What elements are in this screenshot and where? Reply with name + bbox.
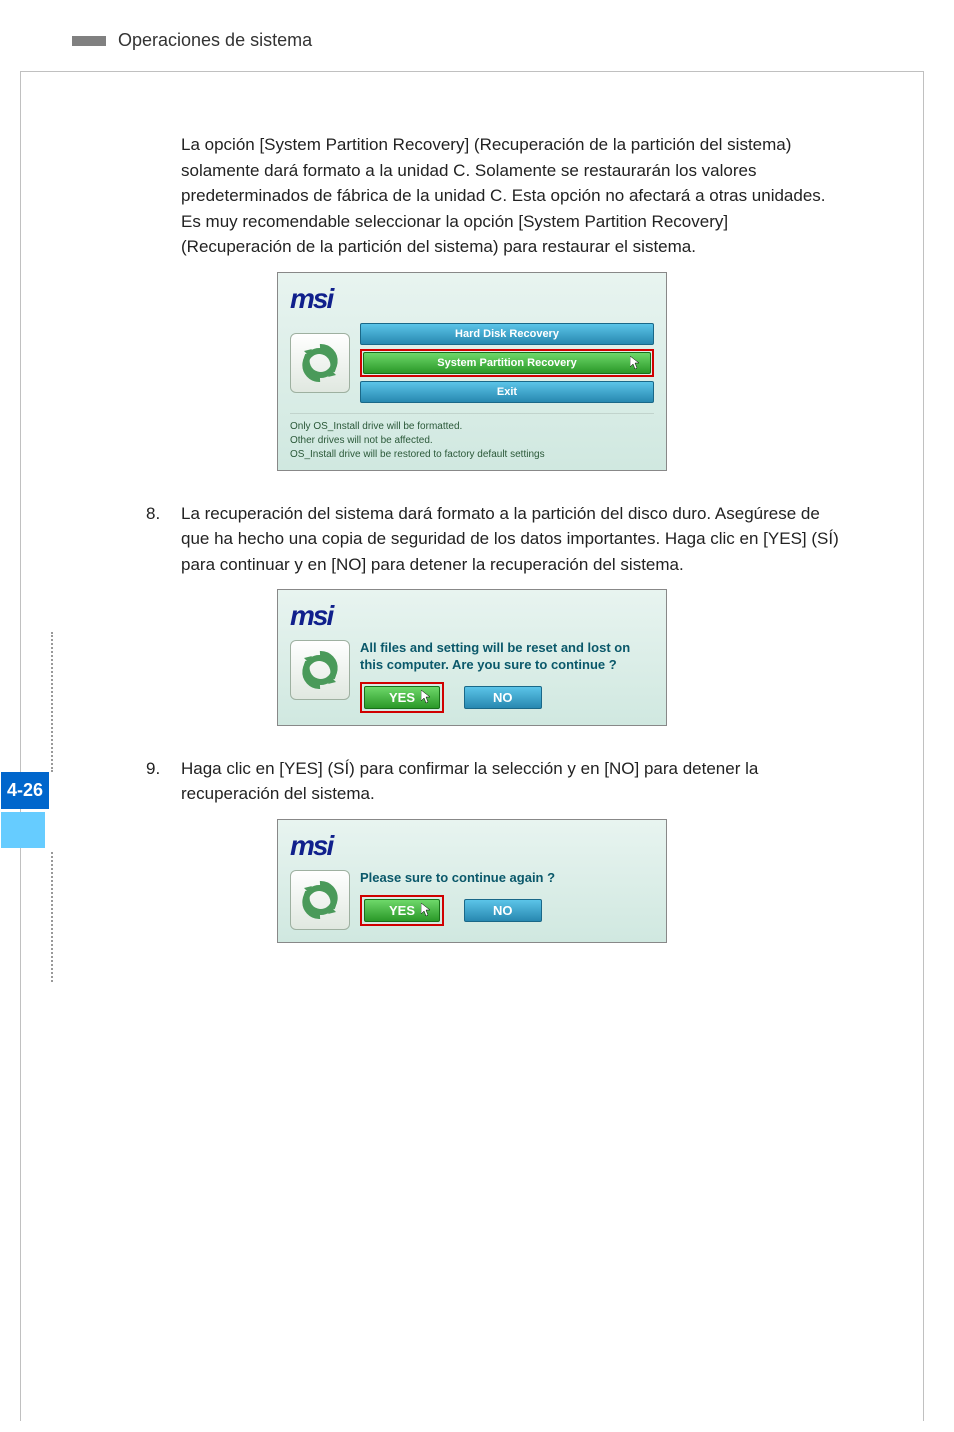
exit-button[interactable]: Exit: [360, 381, 654, 403]
dotted-line-top: [51, 632, 53, 772]
system-partition-label: System Partition Recovery: [437, 357, 576, 369]
highlight-box: YES: [360, 682, 444, 713]
yes-label: YES: [389, 903, 415, 918]
page-container: Operaciones de sistema 4-26 La opción [S…: [0, 0, 954, 1432]
cursor-icon: [421, 690, 433, 704]
no-button[interactable]: NO: [464, 686, 542, 709]
dotted-line-bottom: [51, 852, 53, 982]
confirm-row: All files and setting will be reset and …: [290, 640, 654, 713]
screenshot-confirm-2: msi Please sure to continue again ?: [277, 819, 667, 943]
hard-disk-recovery-button[interactable]: Hard Disk Recovery: [360, 323, 654, 345]
system-partition-recovery-button[interactable]: System Partition Recovery: [363, 352, 651, 374]
info-line-1: Only OS_Install drive will be formatted.: [290, 420, 654, 434]
confirm-panel-2: msi Please sure to continue again ?: [277, 819, 667, 943]
recovery-icon: [290, 333, 350, 393]
step-9: 9. Haga clic en [YES] (SÍ) para confirma…: [146, 756, 843, 807]
intro-paragraph: La opción [System Partition Recovery] (R…: [181, 132, 843, 260]
no-button[interactable]: NO: [464, 899, 542, 922]
page-sub-tab: [1, 812, 45, 848]
step-8-number: 8.: [146, 501, 181, 578]
page-number-tab: 4-26: [1, 772, 49, 809]
msi-logo: msi: [290, 830, 654, 862]
msi-logo: msi: [290, 600, 654, 632]
msi-logo: msi: [290, 283, 654, 315]
confirm-message-2: Please sure to continue again ?: [360, 870, 654, 887]
confirm-row: Please sure to continue again ? YES NO: [290, 870, 654, 930]
highlight-box: YES: [360, 895, 444, 926]
step-8-text: La recuperación del sistema dará formato…: [181, 501, 843, 578]
confirm-message-1: All files and setting will be reset and …: [360, 640, 654, 674]
menu-buttons: Hard Disk Recovery System Partition Reco…: [360, 323, 654, 403]
confirm-buttons-2: YES NO: [360, 895, 654, 926]
step-8: 8. La recuperación del sistema dará form…: [146, 501, 843, 578]
cursor-icon: [421, 903, 433, 917]
msi-panel-1: msi Hard Disk Recovery: [277, 272, 667, 471]
highlight-box: System Partition Recovery: [360, 349, 654, 377]
content-area: 4-26 La opción [System Partition Recover…: [20, 71, 924, 1421]
header-title: Operaciones de sistema: [118, 30, 312, 51]
msi-row: Hard Disk Recovery System Partition Reco…: [290, 323, 654, 403]
header-mark: [72, 36, 106, 46]
yes-button[interactable]: YES: [364, 899, 440, 922]
recovery-icon: [290, 870, 350, 930]
confirm-buttons-1: YES NO: [360, 682, 654, 713]
info-line-2: Other drives will not be affected.: [290, 434, 654, 448]
info-text: Only OS_Install drive will be formatted.…: [290, 413, 654, 462]
step-9-number: 9.: [146, 756, 181, 807]
confirm-panel-1: msi All files and setting will be reset …: [277, 589, 667, 726]
cursor-icon: [630, 356, 642, 370]
yes-button[interactable]: YES: [364, 686, 440, 709]
recovery-icon: [290, 640, 350, 700]
info-line-3: OS_Install drive will be restored to fac…: [290, 448, 654, 462]
screenshot-confirm-1: msi All files and setting will be reset …: [277, 589, 667, 726]
step-9-text: Haga clic en [YES] (SÍ) para confirmar l…: [181, 756, 843, 807]
yes-label: YES: [389, 690, 415, 705]
header-bar: Operaciones de sistema: [72, 30, 924, 51]
screenshot-recovery-menu: msi Hard Disk Recovery: [277, 272, 667, 471]
